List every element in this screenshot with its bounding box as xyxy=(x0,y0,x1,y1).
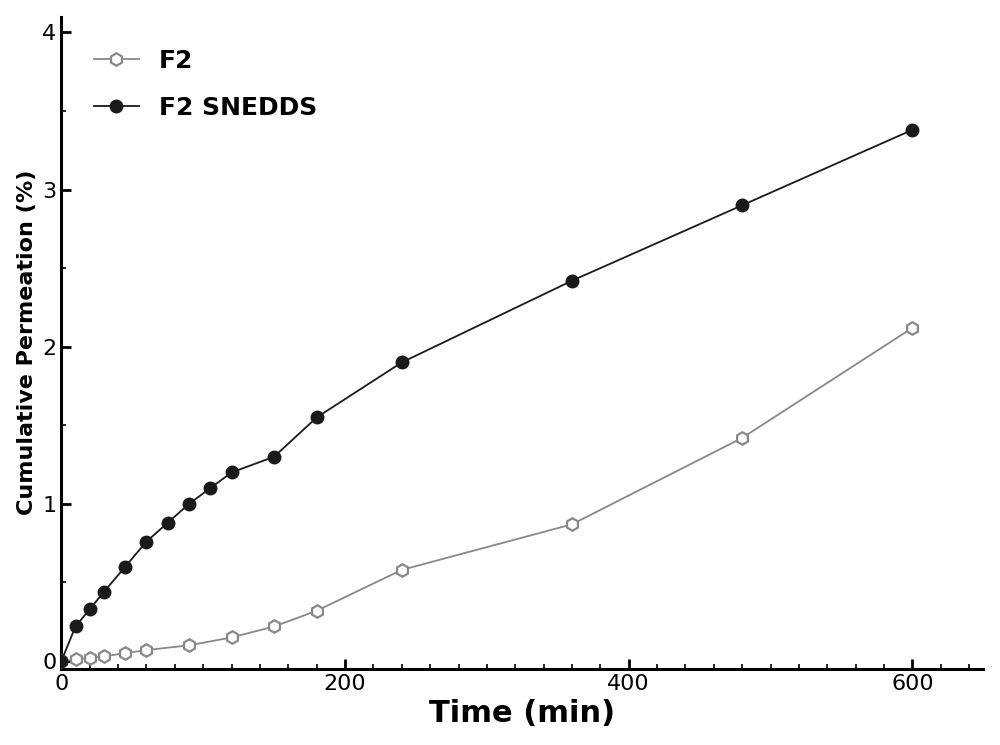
Line: F2: F2 xyxy=(55,322,919,668)
F2 SNEDDS xyxy=(204,484,216,492)
F2 SNEDDS xyxy=(98,588,110,597)
F2 SNEDDS xyxy=(84,605,96,614)
F2 SNEDDS xyxy=(183,499,195,508)
F2 xyxy=(268,622,280,631)
F2 xyxy=(736,434,748,443)
Legend: F2, F2 SNEDDS: F2, F2 SNEDDS xyxy=(74,29,337,139)
F2 xyxy=(396,565,408,574)
F2 SNEDDS xyxy=(311,413,323,422)
F2 SNEDDS xyxy=(70,622,82,631)
Y-axis label: Cumulative Permeation (%): Cumulative Permeation (%) xyxy=(17,170,37,516)
F2 SNEDDS xyxy=(226,468,238,477)
F2 xyxy=(311,606,323,615)
Line: F2 SNEDDS: F2 SNEDDS xyxy=(55,124,919,668)
F2 xyxy=(183,641,195,650)
X-axis label: Time (min): Time (min) xyxy=(429,700,615,729)
F2 xyxy=(906,323,918,332)
F2 xyxy=(84,653,96,662)
F2 SNEDDS xyxy=(268,452,280,461)
F2 SNEDDS xyxy=(162,519,174,527)
F2 SNEDDS xyxy=(566,276,578,285)
F2 SNEDDS xyxy=(119,562,131,571)
F2 xyxy=(119,649,131,658)
F2 SNEDDS xyxy=(396,358,408,367)
F2 xyxy=(55,656,67,665)
F2 xyxy=(70,655,82,664)
F2 SNEDDS xyxy=(906,125,918,134)
F2 xyxy=(566,520,578,529)
F2 SNEDDS xyxy=(736,201,748,210)
F2 xyxy=(226,633,238,642)
F2 xyxy=(140,646,152,655)
F2 xyxy=(98,652,110,661)
F2 SNEDDS xyxy=(55,656,67,665)
F2 SNEDDS xyxy=(140,537,152,546)
